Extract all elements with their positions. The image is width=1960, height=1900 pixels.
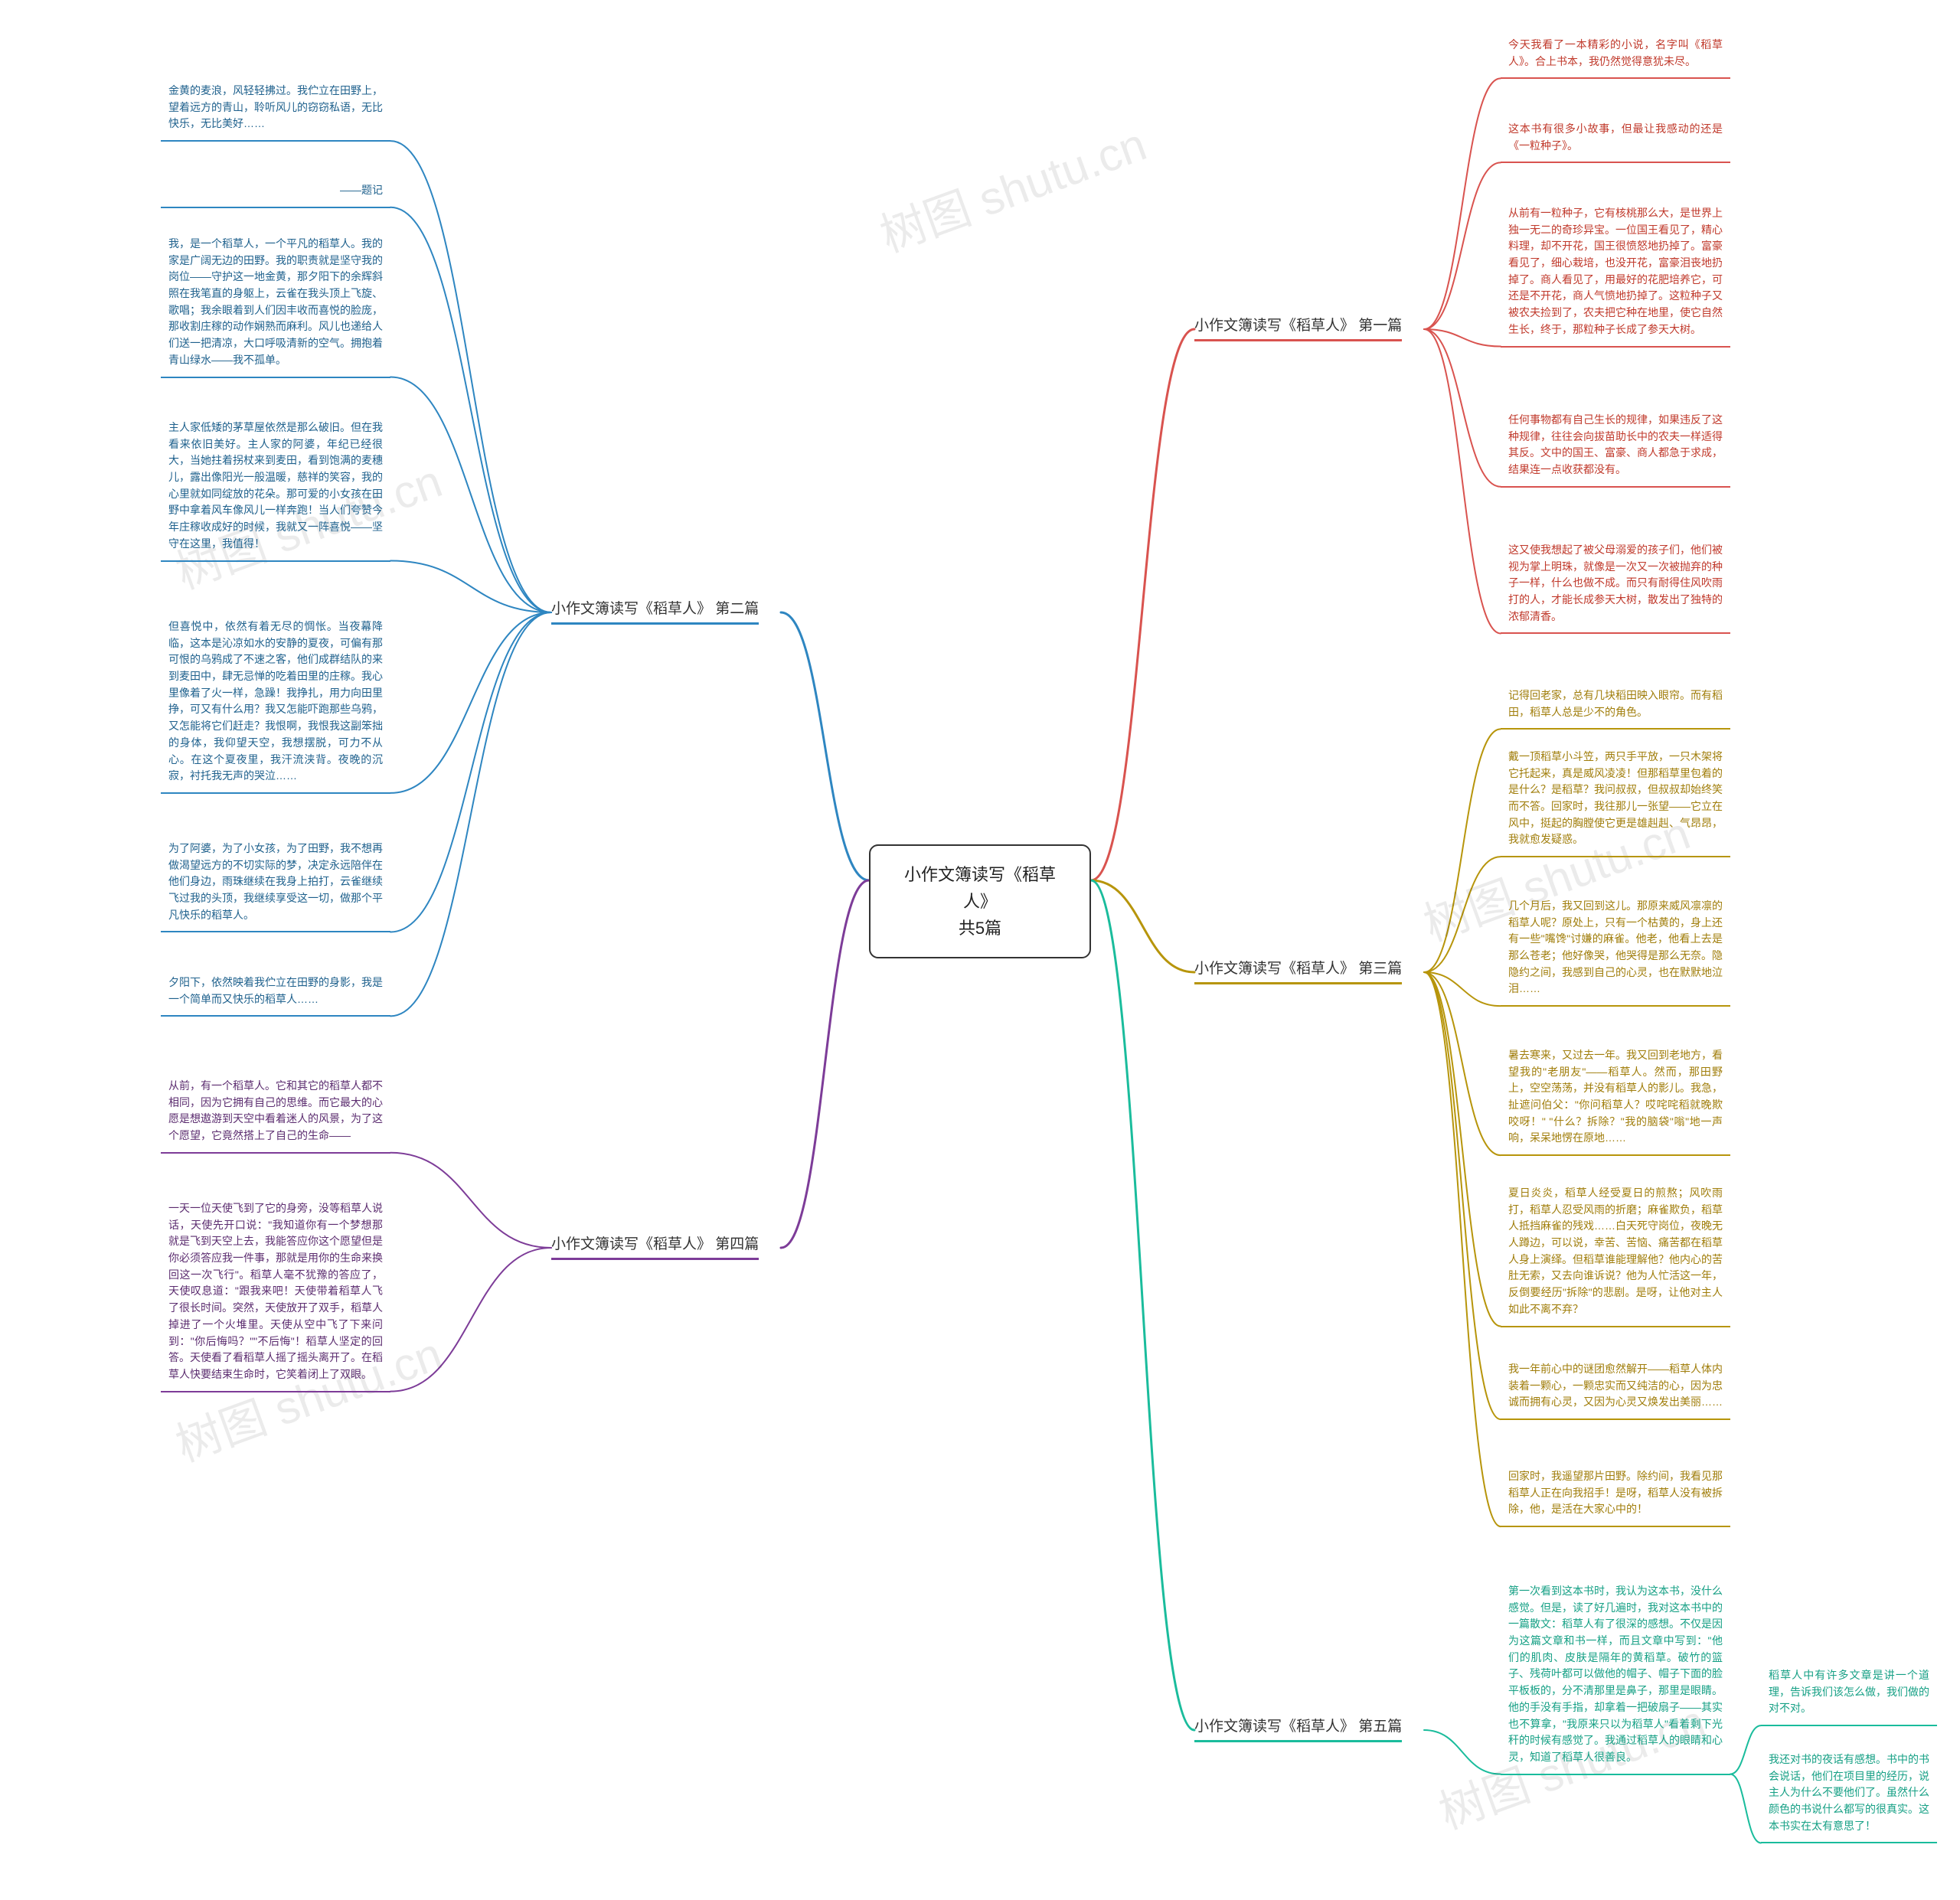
leaf-b3-4: 夏日炎炎，稻草人经受夏日的煎熬；风吹雨打，稻草人忍受风雨的折磨；麻雀欺负，稻草人… — [1501, 1179, 1730, 1327]
leaf-b2-4: 但喜悦中，依然有着无尽的惆怅。当夜幕降临，这本是沁凉如水的安静的夏夜，可偏有那可… — [161, 612, 390, 794]
leaf-b1-2: 从前有一粒种子，它有核桃那么大，是世界上独一无二的奇珍异宝。一位国王看见了，精心… — [1501, 199, 1730, 348]
leaf-b2-3: 主人家低矮的茅草屋依然是那么破旧。但在我看来依旧美好。主人家的阿婆，年纪已经很大… — [161, 413, 390, 562]
leaf-b2-1: ——题记 — [161, 176, 390, 208]
leaf-b3-3: 暑去寒来，又过去一年。我又回到老地方，看望我的"老朋友"——稻草人。然而，那田野… — [1501, 1041, 1730, 1156]
leaf-b1-0: 今天我看了一本精彩的小说，名字叫《稻草人》。合上书本，我仍然觉得意犹未尽。 — [1501, 31, 1730, 79]
branch-b4: 小作文簿读写《稻草人》 第四篇 — [551, 1229, 759, 1260]
branch-b2: 小作文簿读写《稻草人》 第二篇 — [551, 594, 759, 625]
leaf-b2-0: 金黄的麦浪，风轻轻拂过。我伫立在田野上，望着远方的青山，聆听风儿的窃窃私语，无比… — [161, 77, 390, 142]
leaf-b1-3: 任何事物都有自己生长的规律，如果违反了这种规律，往往会向拔苗助长中的农夫一样适得… — [1501, 406, 1730, 488]
branch-b1: 小作文簿读写《稻草人》 第一篇 — [1194, 311, 1402, 341]
leaf-b2-2: 我，是一个稻草人，一个平凡的稻草人。我的家是广阔无边的田野。我的职责就是坚守我的… — [161, 230, 390, 378]
center-node: 小作文簿读写《稻草人》 共5篇 — [869, 844, 1091, 959]
branch-b3: 小作文簿读写《稻草人》 第三篇 — [1194, 954, 1402, 984]
leaf-b4-1: 一天一位天使飞到了它的身旁，没等稻草人说话，天使先开口说："我知道你有一个梦想那… — [161, 1194, 390, 1392]
leaf-b3-5: 我一年前心中的谜团愈然解开——稻草人体内装着一颗心，一颗忠实而又纯洁的心，因为忠… — [1501, 1355, 1730, 1420]
leaf-b2-5: 为了阿婆，为了小女孩，为了田野，我不想再做渴望远方的不切实际的梦，决定永远陪伴在… — [161, 834, 390, 932]
leaf-b1-1: 这本书有很多小故事，但最让我感动的还是《一粒种子》。 — [1501, 115, 1730, 163]
center-line2: 共5篇 — [892, 915, 1068, 942]
leaf-b5-2: 我还对书的夜话有感想。书中的书会说话，他们在项目里的经历，说主人为什么不要他们了… — [1761, 1745, 1937, 1843]
leaf-b1-4: 这又使我想起了被父母溺爱的孩子们，他们被视为掌上明珠，就像是一次又一次被抛弃的种… — [1501, 536, 1730, 634]
leaf-b2-6: 夕阳下，依然映着我伫立在田野的身影，我是一个简单而又快乐的稻草人…… — [161, 968, 390, 1017]
leaf-b4-0: 从前，有一个稻草人。它和其它的稻草人都不相同，因为它拥有自己的思维。而它最大的心… — [161, 1072, 390, 1154]
leaf-b5-0: 第一次看到这本书时，我认为这本书，没什么感觉。但是，读了好几遍时，我对这本书中的… — [1501, 1577, 1730, 1775]
branch-b5: 小作文簿读写《稻草人》 第五篇 — [1194, 1712, 1402, 1742]
leaf-b5-1: 稻草人中有许多文章是讲一个道理，告诉我们该怎么做，我们做的对不对。 — [1761, 1661, 1937, 1726]
watermark: 树图 shutu.cn — [870, 107, 1154, 265]
leaf-b3-6: 回家时，我遥望那片田野。除约间，我看见那稻草人正在向我招手！是呀，稻草人没有被拆… — [1501, 1462, 1730, 1527]
leaf-b3-1: 戴一顶稻草小斗笠，两只手平放，一只木架将它托起来，真是威风凌凌！但那稻草里包着的… — [1501, 743, 1730, 857]
center-line1: 小作文簿读写《稻草人》 — [892, 861, 1068, 915]
leaf-b3-0: 记得回老家，总有几块稻田映入眼帘。而有稻田，稻草人总是少不的角色。 — [1501, 681, 1730, 730]
leaf-b3-2: 几个月后，我又回到这儿。那原来威风凛凛的稻草人呢？原处上，只有一个枯黄的，身上还… — [1501, 892, 1730, 1007]
